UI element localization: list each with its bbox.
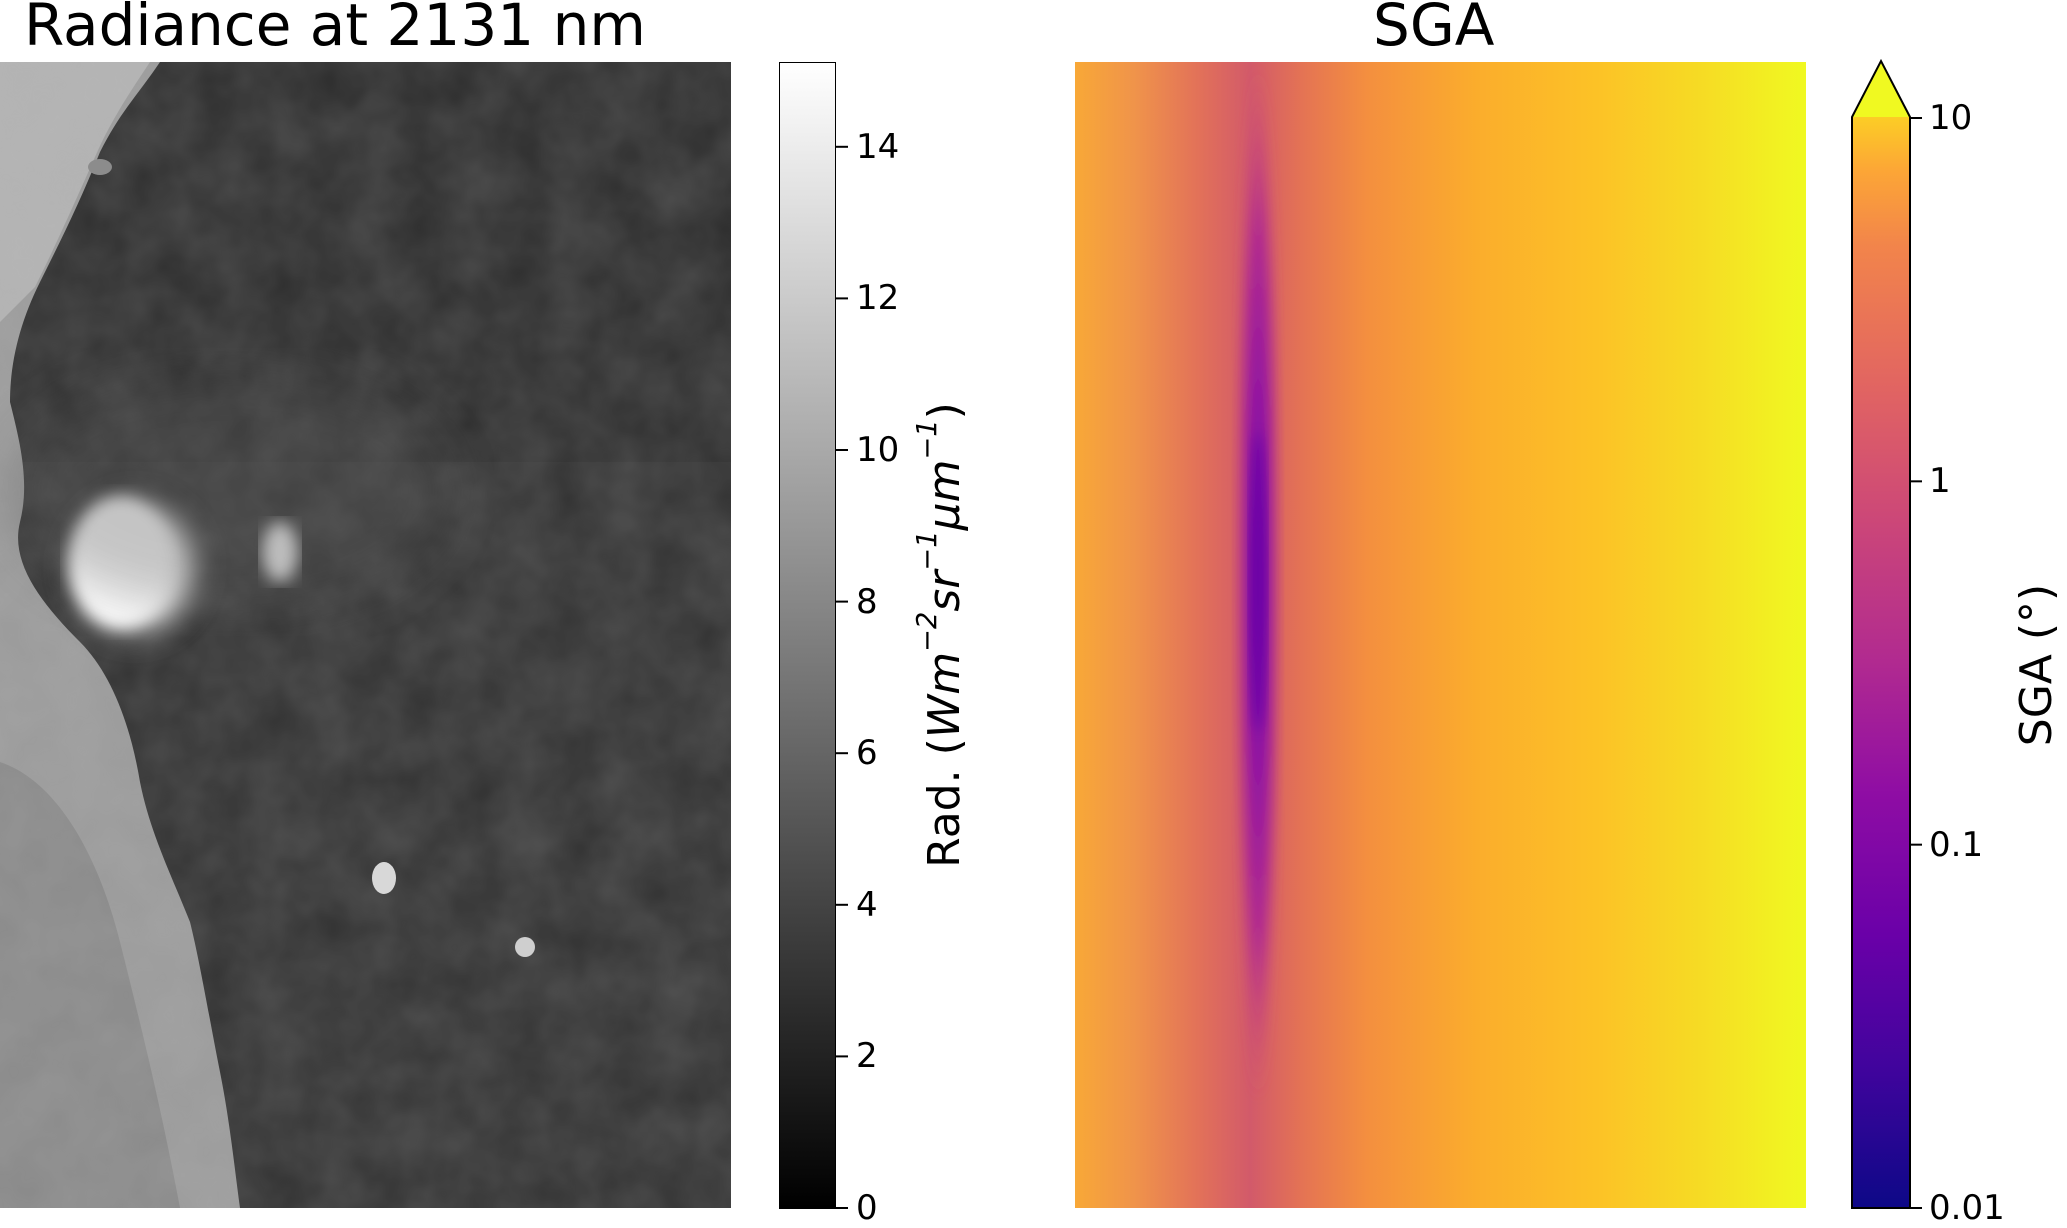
radiance-title: Radiance at 2131 nm <box>24 0 646 59</box>
radiance-colorbar-tick-label: 0 <box>856 1188 878 1228</box>
radiance-image <box>0 62 731 1208</box>
radiance-colorbar-label: Rad. (Wm−2sr−1μm−1) <box>911 402 970 868</box>
sga-image <box>1075 62 1806 1208</box>
sga-colorbar-tick-label: 1 <box>1929 461 1951 502</box>
radiance-colorbar-tick-label: 4 <box>856 884 878 925</box>
sga-title: SGA <box>1373 0 1495 59</box>
sga-colorbar-tick-label: 0.1 <box>1929 824 1984 865</box>
radiance-colorbar-tick-label: 8 <box>856 581 878 622</box>
sga-colorbar <box>1851 58 1911 1209</box>
radiance-colorbar-ticks <box>836 145 848 1209</box>
radiance-colorbar <box>779 62 836 1209</box>
colorbar-extend-max <box>1852 61 1910 117</box>
sga-colorbar-tick-label: 0.01 <box>1929 1188 2005 1228</box>
sga-colorbar-label: SGA (°) <box>2011 583 2062 747</box>
sga-colorbar-ticks <box>1910 117 1922 1209</box>
sga-colorbar-tick-label: 10 <box>1929 98 1973 138</box>
island <box>372 862 396 894</box>
radiance-colorbar-tick-label: 2 <box>856 1036 878 1077</box>
radiance-colorbar-tick-label: 10 <box>856 430 900 470</box>
radiance-colorbar-tick-label: 6 <box>856 733 878 774</box>
radiance-colorbar-tick-label: 12 <box>856 278 900 319</box>
radiance-colorbar-tick-label: 14 <box>856 126 900 167</box>
island <box>515 937 535 957</box>
